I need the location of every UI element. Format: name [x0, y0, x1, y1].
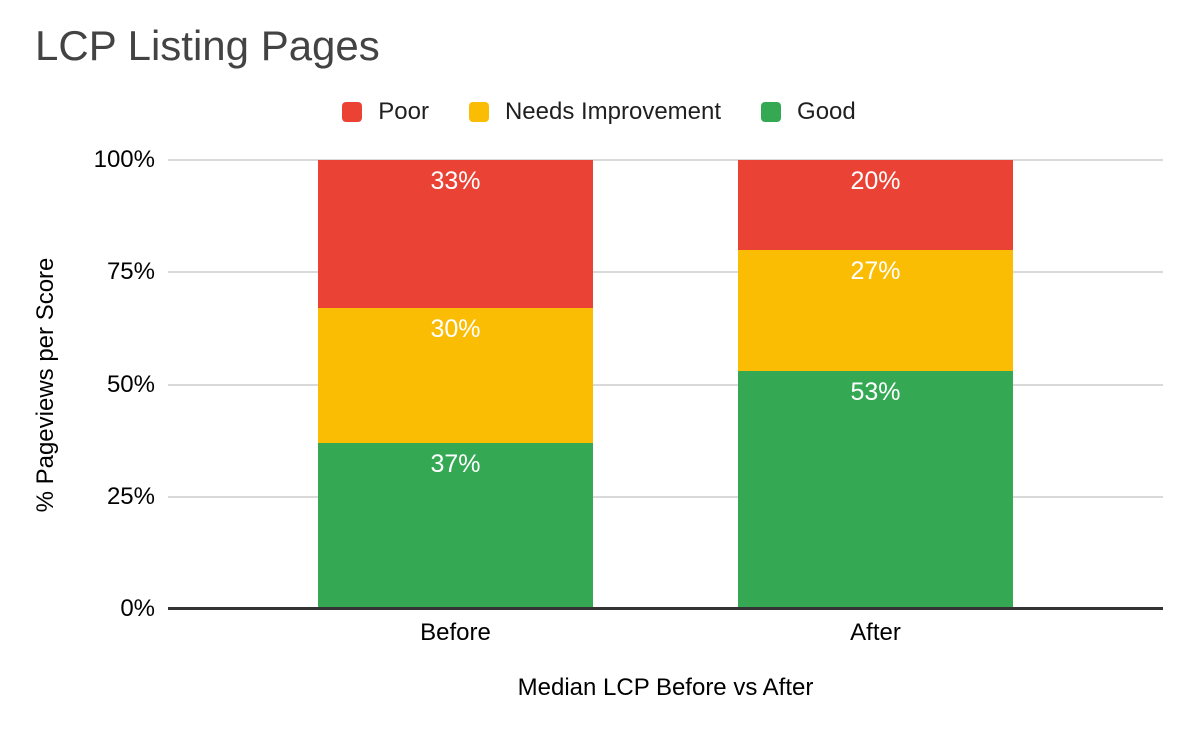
gridline-25 — [168, 495, 1163, 498]
x-tick-label-after: After — [850, 619, 901, 646]
legend-label-poor: Poor — [378, 98, 429, 125]
legend-item-needs-improvement: Needs Improvement — [468, 98, 722, 126]
gridline-100 — [168, 159, 1163, 161]
chart-title: LCP Listing Pages — [35, 22, 380, 69]
legend-swatch-poor — [342, 102, 363, 122]
bar-segment-needs-improvement-after: 27% — [738, 249, 1013, 372]
legend: Poor Needs Improvement Good — [0, 96, 1198, 128]
bar-before: 33% 30% 37% — [318, 160, 593, 609]
legend-swatch-needs-improvement — [468, 102, 489, 122]
legend-label-good: Good — [797, 98, 856, 125]
bar-label-poor-before: 33% — [430, 167, 481, 195]
y-tick-label-25: 25% — [106, 482, 155, 510]
bar-segment-good-before: 37% — [318, 442, 593, 609]
bar-segment-poor-before: 33% — [318, 160, 593, 309]
bar-after: 20% 27% 53% — [738, 160, 1013, 609]
legend-item-good: Good — [761, 98, 856, 126]
bar-segment-needs-improvement-before: 30% — [318, 308, 593, 443]
bar-segment-good-after: 53% — [738, 371, 1013, 609]
y-tick-label-75: 75% — [106, 258, 155, 286]
y-axis-ticks: 0% 25% 50% 75% 100% — [0, 148, 155, 621]
gridline-50 — [168, 383, 1163, 386]
bar-label-poor-after: 20% — [850, 167, 901, 195]
x-tick-label-before: Before — [420, 619, 491, 646]
x-axis-title: Median LCP Before vs After — [517, 674, 814, 701]
bar-label-needs-improvement-before: 30% — [430, 315, 481, 344]
legend-item-poor: Poor — [342, 98, 429, 126]
y-tick-label-100: 100% — [93, 146, 155, 173]
bar-label-good-before: 37% — [430, 449, 481, 478]
x-axis-baseline — [168, 607, 1163, 610]
y-tick-label-50: 50% — [106, 370, 155, 398]
gridline-75 — [168, 271, 1163, 274]
legend-swatch-good — [761, 102, 782, 122]
x-axis-ticks: Before After — [168, 619, 1163, 649]
plot-area: 33% 30% 37% 20% 27% 53% — [168, 159, 1163, 610]
bar-label-needs-improvement-after: 27% — [850, 256, 901, 285]
bar-label-good-after: 53% — [850, 378, 901, 407]
legend-label-needs-improvement: Needs Improvement — [504, 98, 722, 125]
y-tick-label-0: 0% — [120, 595, 155, 622]
bar-segment-poor-after: 20% — [738, 160, 1013, 250]
